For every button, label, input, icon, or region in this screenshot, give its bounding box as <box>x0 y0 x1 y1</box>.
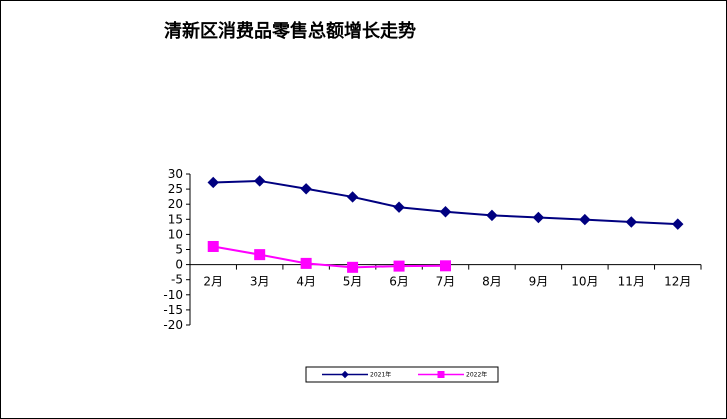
series-1 <box>207 175 684 230</box>
legend-label: 2022年 <box>466 371 487 379</box>
y-tick-label: 30 <box>168 167 183 181</box>
data-point <box>393 201 405 213</box>
chart-title: 清新区消费品零售总额增长走势 <box>164 21 416 42</box>
series-layer <box>207 175 684 273</box>
legend-box <box>305 366 499 383</box>
x-tick-label: 7月 <box>436 275 456 289</box>
x-tick-label: 5月 <box>343 275 363 289</box>
data-point <box>347 261 359 273</box>
x-tick-label: 8月 <box>482 275 502 289</box>
y-tick-label: 10 <box>168 227 183 241</box>
x-tick-label: 10月 <box>571 275 598 289</box>
x-tick-label: 3月 <box>250 275 270 289</box>
series-line <box>213 179 678 226</box>
y-tick-label: 20 <box>168 197 183 211</box>
data-point <box>393 260 405 272</box>
data-point <box>625 216 638 228</box>
x-tick-label: 9月 <box>529 275 549 289</box>
legend: 2021年 2022年 <box>305 366 499 383</box>
data-point <box>207 240 219 252</box>
y-tick-label: 25 <box>168 182 183 196</box>
y-tick-label: -5 <box>171 273 183 287</box>
legend-swatch-marker <box>341 370 349 379</box>
data-point <box>440 260 451 272</box>
y-tick-label: -15 <box>163 303 183 317</box>
x-tick-label: 11月 <box>618 275 645 289</box>
y-tick-label: -20 <box>163 318 183 332</box>
y-tick-label: 15 <box>168 212 183 226</box>
data-point <box>672 218 684 230</box>
x-tick-label: 6月 <box>389 275 409 289</box>
data-point <box>532 211 545 224</box>
data-point <box>207 176 219 189</box>
data-point <box>300 183 312 195</box>
legend-label: 2021年 <box>370 371 391 379</box>
series-line <box>213 245 446 269</box>
data-point <box>486 209 498 222</box>
y-tick-label: 0 <box>175 258 183 272</box>
y-tick-label: 5 <box>175 243 183 257</box>
series-2 <box>207 240 451 273</box>
data-point <box>346 191 359 203</box>
y-tick-label: -10 <box>163 288 183 302</box>
data-point <box>300 257 312 269</box>
legend-swatch-marker <box>437 371 445 378</box>
data-point <box>254 249 266 261</box>
x-tick-label: 12月 <box>664 275 691 289</box>
data-point <box>439 206 452 218</box>
data-point <box>579 213 591 226</box>
x-tick-label: 4月 <box>296 275 316 289</box>
x-tick-label: 2月 <box>203 275 223 289</box>
data-point <box>253 175 266 187</box>
